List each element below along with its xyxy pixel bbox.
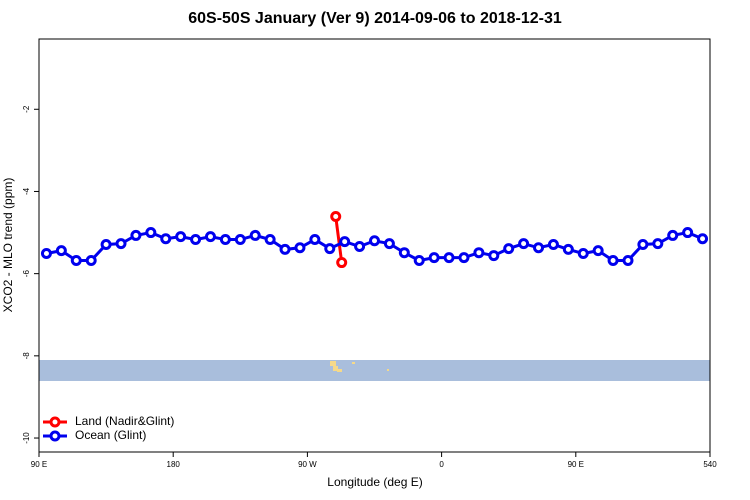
series-point bbox=[488, 250, 500, 262]
legend-marker bbox=[49, 416, 61, 428]
series-point bbox=[190, 234, 202, 246]
series-point bbox=[443, 252, 455, 264]
series-point bbox=[622, 254, 634, 266]
y-tick-label: -2 bbox=[22, 105, 31, 113]
y-tick-label: -8 bbox=[22, 352, 31, 360]
series-point bbox=[115, 238, 127, 250]
series-point bbox=[533, 242, 545, 254]
series-point bbox=[309, 234, 321, 246]
series-point bbox=[336, 257, 348, 269]
series-point bbox=[130, 229, 142, 241]
series-point bbox=[652, 238, 664, 250]
series-point bbox=[518, 238, 530, 250]
series-point bbox=[547, 238, 559, 250]
legend-label: Land (Nadir&Glint) bbox=[75, 414, 174, 428]
series-point bbox=[85, 254, 97, 266]
series-point bbox=[55, 245, 67, 257]
series-point bbox=[294, 242, 306, 254]
legend-label: Ocean (Glint) bbox=[75, 428, 146, 442]
x-tick-label: 540 bbox=[703, 460, 717, 469]
series-point bbox=[160, 233, 172, 245]
series-point bbox=[667, 229, 679, 241]
series-point bbox=[428, 252, 440, 264]
series-point bbox=[40, 248, 52, 260]
series-point bbox=[145, 227, 157, 239]
x-tick-label: 90 E bbox=[568, 460, 584, 469]
legend-marker bbox=[49, 430, 61, 442]
series-point bbox=[219, 234, 231, 246]
series-point bbox=[413, 254, 425, 266]
series-point bbox=[234, 234, 246, 246]
series-point bbox=[324, 243, 336, 255]
x-tick-label: 180 bbox=[167, 460, 181, 469]
series-point bbox=[369, 235, 380, 247]
series-point bbox=[398, 247, 410, 259]
series-point bbox=[697, 233, 709, 245]
series-point bbox=[204, 231, 216, 243]
series-point bbox=[383, 238, 395, 250]
y-axis-label: XCO2 - MLO trend (ppm) bbox=[1, 178, 15, 313]
series-point bbox=[264, 234, 276, 246]
series-point bbox=[339, 236, 351, 248]
y-tick-label: -4 bbox=[22, 187, 31, 195]
series-point bbox=[607, 254, 619, 266]
x-tick-label: 90 W bbox=[298, 460, 317, 469]
y-tick-label: -10 bbox=[22, 432, 31, 444]
series-point bbox=[279, 243, 291, 255]
series-point bbox=[577, 248, 589, 260]
x-axis-label: Longitude (deg E) bbox=[327, 475, 422, 489]
series-point bbox=[458, 252, 470, 264]
y-tick-label: -6 bbox=[22, 270, 31, 278]
series-point bbox=[592, 245, 604, 257]
series-point bbox=[473, 247, 485, 259]
map-band bbox=[39, 360, 710, 381]
series-point bbox=[249, 229, 261, 241]
series-point bbox=[330, 211, 342, 223]
chart-title: 60S-50S January (Ver 9) 2014-09-06 to 20… bbox=[188, 10, 562, 27]
series-point bbox=[100, 238, 112, 250]
series-point bbox=[637, 238, 649, 250]
series-point bbox=[175, 231, 187, 243]
x-tick-label: 90 E bbox=[31, 460, 47, 469]
series-point bbox=[503, 243, 515, 255]
plot-frame bbox=[38, 38, 711, 453]
series-point bbox=[562, 243, 574, 255]
series-point bbox=[682, 227, 694, 239]
series-point bbox=[70, 254, 82, 266]
x-tick-label: 0 bbox=[439, 460, 444, 469]
map-land bbox=[330, 361, 389, 372]
series-line bbox=[334, 216, 344, 263]
series-point bbox=[354, 241, 366, 253]
